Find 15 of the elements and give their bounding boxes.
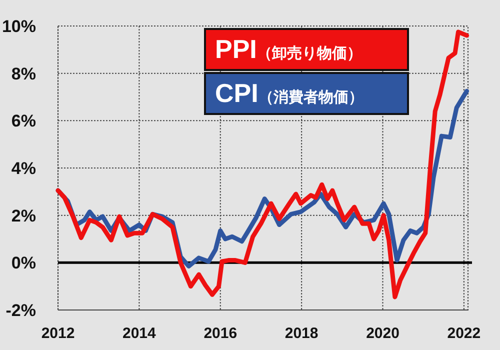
y-tick-label: 10% <box>2 17 36 36</box>
text: PPI（卸売り物価） <box>215 34 362 64</box>
y-tick-label: 6% <box>11 112 36 131</box>
y-tick-label: -2% <box>6 301 36 320</box>
y-tick-label: 4% <box>11 159 36 178</box>
y-tick-label: 8% <box>11 64 36 84</box>
x-tick-label: 2014 <box>122 325 157 342</box>
y-tick-label: 0% <box>11 254 36 273</box>
x-tick-label: 2020 <box>366 325 400 342</box>
y-tick-label: 2% <box>11 206 36 226</box>
x-tick-label: 2012 <box>41 325 75 342</box>
text: CPI（消費者物価） <box>215 78 364 108</box>
x-tick-label: 2022 <box>447 325 481 342</box>
x-tick-label: 2016 <box>204 325 238 342</box>
x-tick-label: 2018 <box>284 325 318 342</box>
